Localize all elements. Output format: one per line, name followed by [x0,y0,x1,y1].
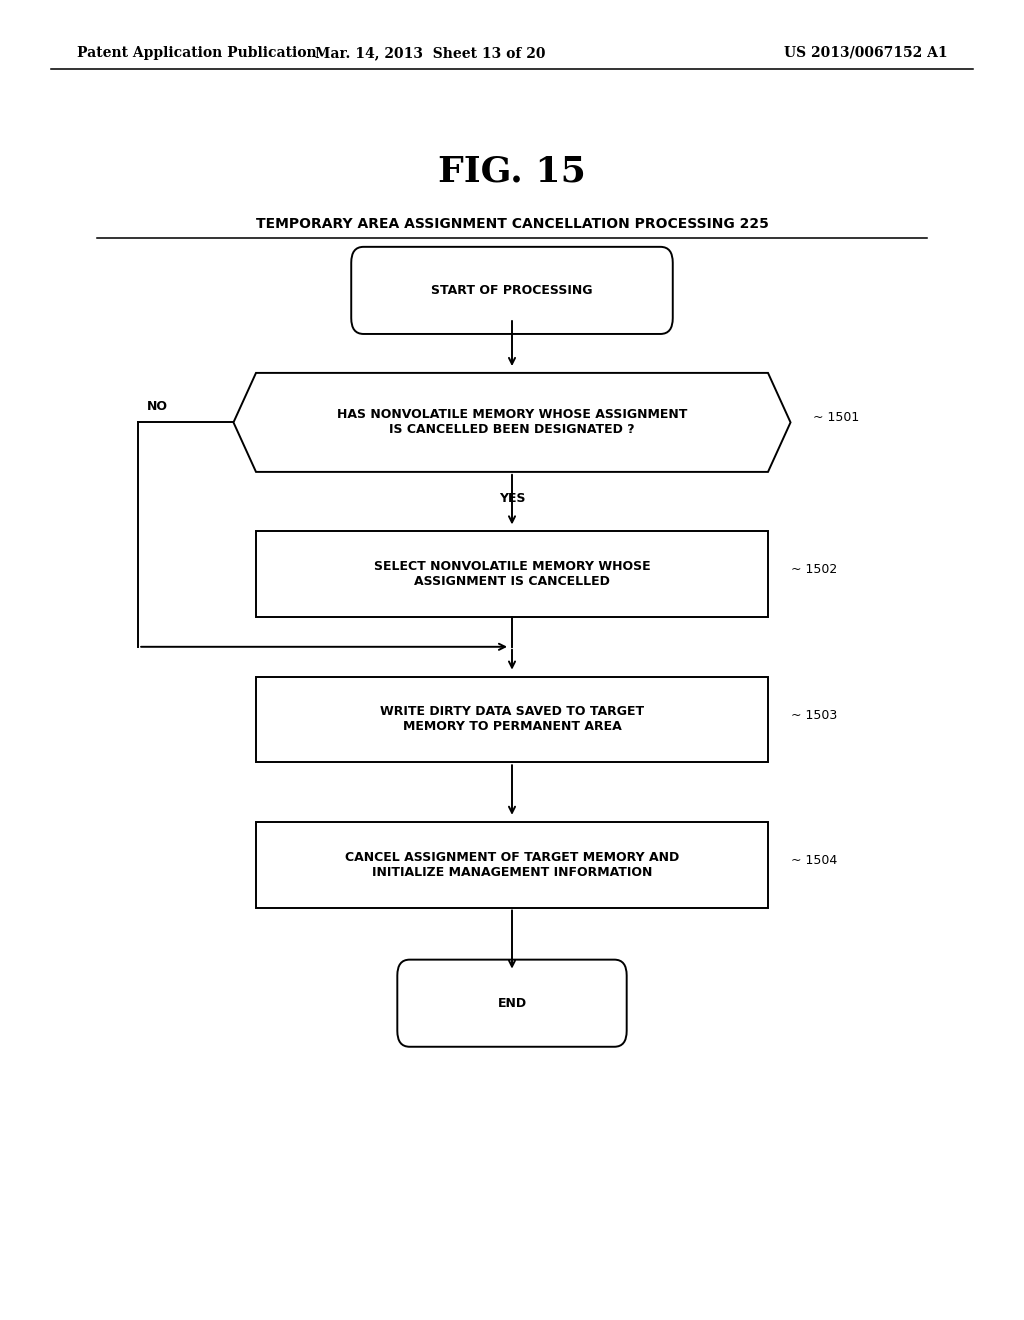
FancyBboxPatch shape [351,247,673,334]
Text: US 2013/0067152 A1: US 2013/0067152 A1 [783,46,947,59]
Text: HAS NONVOLATILE MEMORY WHOSE ASSIGNMENT
IS CANCELLED BEEN DESIGNATED ?: HAS NONVOLATILE MEMORY WHOSE ASSIGNMENT … [337,408,687,437]
Bar [256,532,768,618]
Polygon shape [233,372,791,471]
Text: Patent Application Publication: Patent Application Publication [77,46,316,59]
Text: ~ 1503: ~ 1503 [791,709,837,722]
Text: TEMPORARY AREA ASSIGNMENT CANCELLATION PROCESSING 225: TEMPORARY AREA ASSIGNMENT CANCELLATION P… [256,218,768,231]
FancyBboxPatch shape [397,960,627,1047]
Text: Mar. 14, 2013  Sheet 13 of 20: Mar. 14, 2013 Sheet 13 of 20 [314,46,546,59]
Text: CANCEL ASSIGNMENT OF TARGET MEMORY AND
INITIALIZE MANAGEMENT INFORMATION: CANCEL ASSIGNMENT OF TARGET MEMORY AND I… [345,850,679,879]
Text: START OF PROCESSING: START OF PROCESSING [431,284,593,297]
Text: WRITE DIRTY DATA SAVED TO TARGET
MEMORY TO PERMANENT AREA: WRITE DIRTY DATA SAVED TO TARGET MEMORY … [380,705,644,734]
Bar [256,677,768,763]
Text: ~ 1501: ~ 1501 [813,411,859,424]
Bar [256,821,768,908]
Text: SELECT NONVOLATILE MEMORY WHOSE
ASSIGNMENT IS CANCELLED: SELECT NONVOLATILE MEMORY WHOSE ASSIGNME… [374,560,650,589]
Text: ~ 1502: ~ 1502 [791,564,837,577]
Text: ~ 1504: ~ 1504 [791,854,837,867]
Text: END: END [498,997,526,1010]
Text: FIG. 15: FIG. 15 [438,154,586,189]
Text: YES: YES [499,492,525,506]
Text: NO: NO [146,400,168,413]
